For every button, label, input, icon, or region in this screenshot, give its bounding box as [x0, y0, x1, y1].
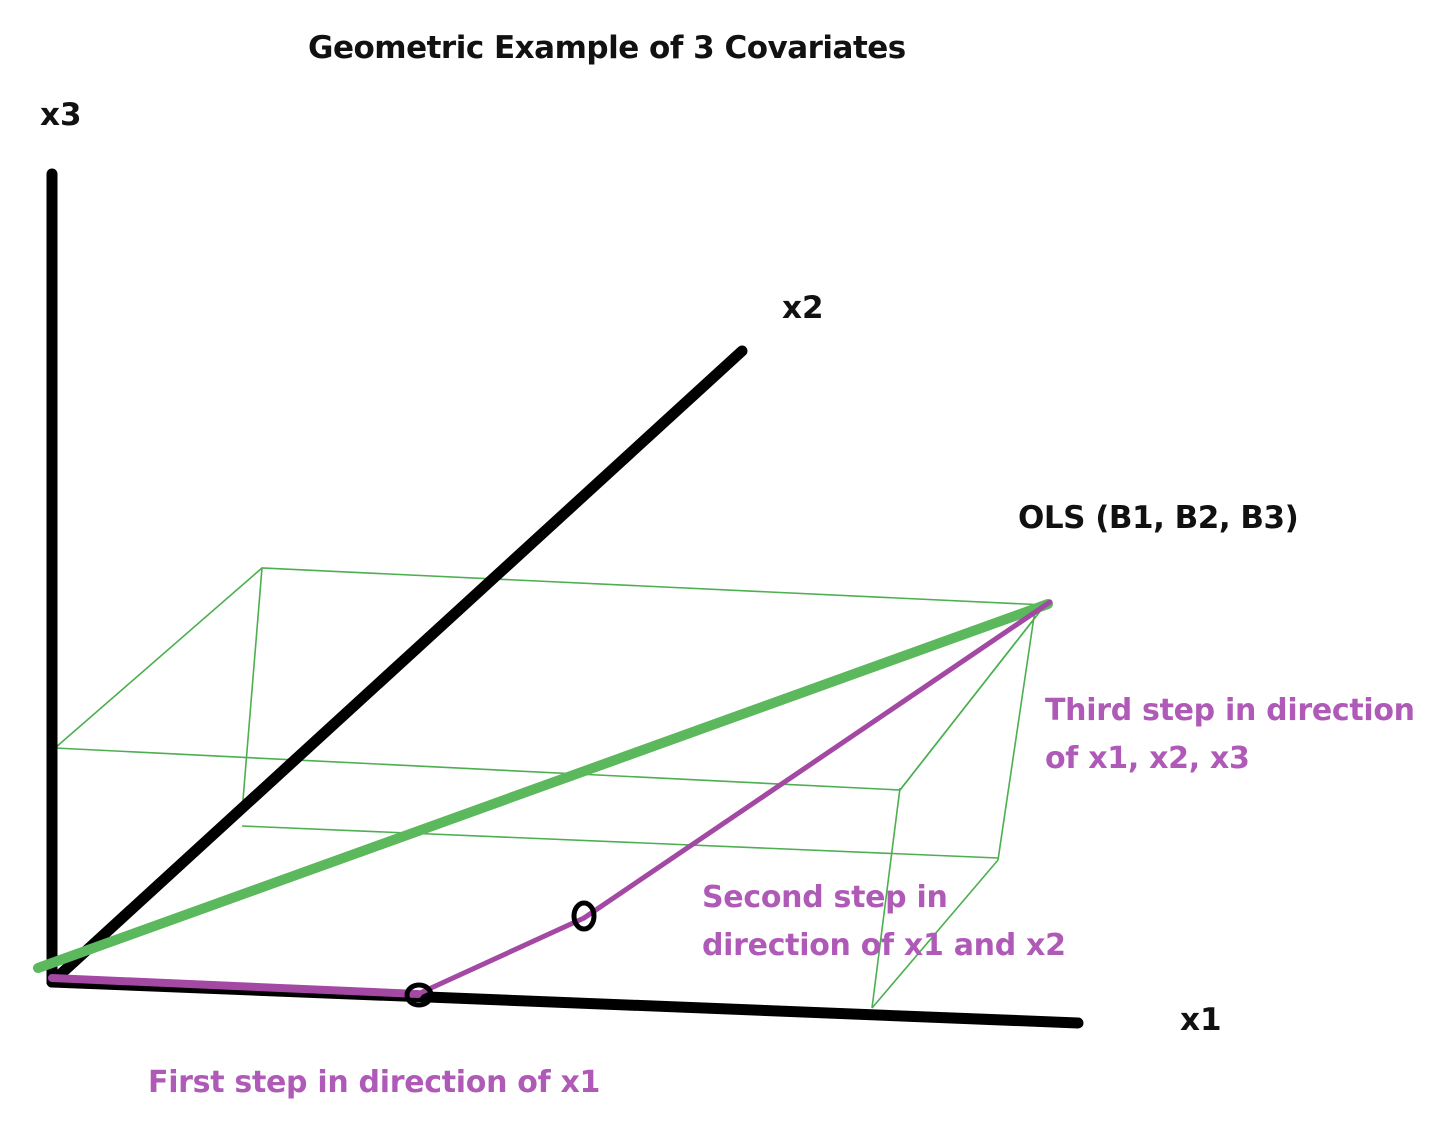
second-step-label-line2: direction of x1 and x2 [702, 928, 1066, 963]
box-edge-diagonal [899, 604, 1046, 791]
third-step-label-line2: of x1, x2, x3 [1045, 741, 1250, 776]
ols-vector [33, 599, 1053, 973]
x2-axis [46, 345, 748, 988]
ols-label: OLS (B1, B2, B3) [1018, 500, 1299, 536]
x1-axis-label: x1 [1180, 1002, 1222, 1038]
step1-marker [404, 982, 434, 1008]
x2-axis-label: x2 [782, 290, 824, 326]
third-step-label-line1: Third step in direction [1045, 693, 1415, 728]
step-path [48, 599, 1053, 998]
second-step-label-line1: Second step in [702, 880, 948, 915]
step1-segment [48, 974, 422, 998]
second-step-label: Second step in direction of x1 and x2 [702, 874, 1066, 970]
box-top-face [54, 567, 1047, 791]
box-edge-bottom-right [871, 859, 999, 1009]
step2-marker [571, 900, 597, 932]
diagram-title: Geometric Example of 3 Covariates [308, 30, 906, 66]
box-edge-bottom-left [241, 825, 999, 859]
step3-segment [581, 599, 1053, 921]
box-edge-front-right-vertical [997, 609, 1036, 861]
third-step-label: Third step in direction of x1, x2, x3 [1045, 687, 1415, 783]
box-edge-front-vertical [871, 787, 901, 1009]
x3-axis-label: x3 [40, 97, 82, 133]
first-step-label: First step in direction of x1 [148, 1065, 601, 1100]
box-edge-back-vertical [241, 567, 263, 813]
step2-segment [415, 915, 587, 997]
